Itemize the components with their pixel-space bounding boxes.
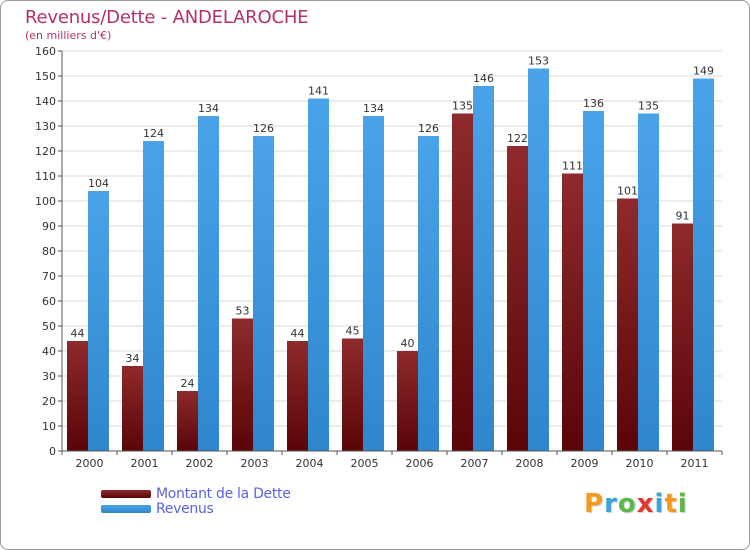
data-label-revenus: 124: [143, 127, 164, 140]
bar-dette: [287, 341, 308, 451]
y-tick-label: 110: [35, 170, 56, 183]
data-label-revenus: 153: [528, 55, 549, 68]
x-tick-label: 2011: [681, 457, 709, 470]
data-label-dette: 34: [126, 352, 140, 365]
grid-layer: [62, 50, 722, 452]
data-label-revenus: 104: [88, 177, 109, 190]
y-tick-label: 50: [42, 320, 56, 333]
logo-letter: i: [677, 489, 688, 519]
data-label-dette: 44: [71, 327, 85, 340]
x-tick-label: 2007: [461, 457, 489, 470]
y-tick-label: 10: [42, 420, 56, 433]
bar-dette: [122, 366, 143, 451]
y-tick-label: 30: [42, 370, 56, 383]
y-tick-label: 80: [42, 245, 56, 258]
data-label-dette: 135: [452, 100, 473, 113]
logo-letter: P: [584, 489, 605, 519]
data-label-revenus: 134: [363, 102, 384, 115]
legend-label-dette: Montant de la Dette: [156, 486, 291, 502]
x-tick-label: 2008: [516, 457, 544, 470]
y-tick-label: 60: [42, 295, 56, 308]
data-label-dette: 44: [291, 327, 305, 340]
bar-dette: [67, 341, 88, 451]
y-tick-label: 160: [35, 45, 56, 58]
x-tick-label: 2002: [186, 457, 214, 470]
bar-revenus: [528, 68, 549, 451]
data-label-revenus: 149: [693, 65, 714, 78]
legend-label-revenus: Revenus: [156, 501, 214, 517]
data-label-dette: 53: [236, 305, 250, 318]
logo-letter: o: [617, 489, 637, 519]
bar-revenus: [308, 98, 329, 451]
legend-swatch-dette: [101, 490, 151, 498]
bar-dette: [232, 318, 253, 451]
bars-layer: [67, 68, 714, 451]
data-label-dette: 24: [181, 377, 195, 390]
legend-swatch-revenus: [101, 505, 151, 513]
data-label-dette: 45: [346, 325, 360, 338]
bar-dette: [397, 351, 418, 451]
bar-dette: [507, 146, 528, 451]
x-tick-label: 2010: [626, 457, 654, 470]
bar-revenus: [638, 113, 659, 451]
y-tick-label: 40: [42, 345, 56, 358]
bar-dette: [617, 198, 638, 451]
data-label-revenus: 141: [308, 85, 329, 98]
bar-dette: [452, 113, 473, 451]
bar-revenus: [583, 111, 604, 451]
y-tick-label: 130: [35, 120, 56, 133]
x-tick-label: 2004: [296, 457, 324, 470]
bar-dette: [342, 338, 363, 451]
proxiti-logo: Proxiti: [584, 489, 688, 519]
bar-revenus: [363, 116, 384, 451]
bar-dette: [177, 391, 198, 451]
logo-letter: r: [604, 489, 618, 519]
data-label-revenus: 134: [198, 102, 219, 115]
logo-letter: i: [654, 489, 665, 519]
data-label-dette: 111: [562, 160, 583, 173]
data-label-revenus: 126: [418, 122, 439, 135]
x-tick-label: 2005: [351, 457, 379, 470]
logo-letter: t: [664, 489, 678, 519]
bar-dette: [672, 223, 693, 451]
x-tick-label: 2003: [241, 457, 269, 470]
y-tick-label: 70: [42, 270, 56, 283]
data-label-revenus: 135: [638, 100, 659, 113]
bar-dette: [562, 173, 583, 451]
x-tick-label: 2006: [406, 457, 434, 470]
bar-revenus: [143, 141, 164, 451]
y-tick-label: 90: [42, 220, 56, 233]
data-label-dette: 101: [617, 185, 638, 198]
data-label-dette: 91: [676, 210, 690, 223]
data-label-revenus: 136: [583, 97, 604, 110]
data-label-revenus: 126: [253, 122, 274, 135]
bar-revenus: [198, 116, 219, 451]
y-tick-label: 20: [42, 395, 56, 408]
x-tick-label: 2009: [571, 457, 599, 470]
y-tick-label: 140: [35, 95, 56, 108]
bar-revenus: [418, 136, 439, 451]
x-tick-label: 2001: [131, 457, 159, 470]
bar-revenus: [253, 136, 274, 451]
y-tick-label: 100: [35, 195, 56, 208]
chart-title: Revenus/Dette - ANDELAROCHE: [25, 7, 309, 28]
x-tick-label: 2000: [76, 457, 104, 470]
data-label-dette: 122: [507, 132, 528, 145]
bar-revenus: [88, 191, 109, 451]
bar-revenus: [473, 86, 494, 451]
logo-letter: x: [636, 489, 655, 519]
y-tick-label: 0: [49, 445, 56, 458]
chart-subtitle: (en milliers d'€): [25, 29, 112, 42]
axis-layer: [58, 50, 723, 455]
labels-layer: 0 10 20 30 40 50 60 70 80 90 100 110 120 130 140 150 160…: [35, 45, 714, 470]
y-tick-label: 150: [35, 70, 56, 83]
y-tick-label: 120: [35, 145, 56, 158]
data-label-dette: 40: [401, 337, 415, 350]
bar-revenus: [693, 78, 714, 451]
data-label-revenus: 146: [473, 72, 494, 85]
